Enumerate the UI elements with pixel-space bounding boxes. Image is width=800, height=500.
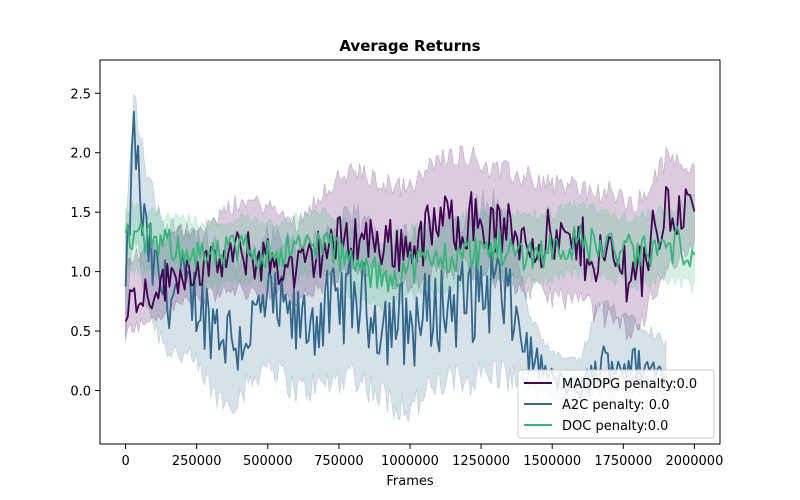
legend-label-1: A2C penalty: 0.0 (562, 398, 669, 413)
y-tick-label-1: 0.5 (70, 325, 91, 340)
x-tick-label-5: 1250000 (452, 454, 510, 469)
y-tick-label-0: 0.0 (70, 385, 91, 400)
legend-label-2: DOC penalty:0.0 (562, 419, 668, 434)
y-tick-label-5: 2.5 (70, 87, 91, 102)
chart-title: Average Returns (339, 37, 480, 55)
x-tick-label-2: 500000 (243, 454, 293, 469)
x-tick-label-1: 250000 (172, 454, 222, 469)
legend-label-0: MADDPG penalty:0.0 (562, 377, 697, 392)
x-tick-label-4: 1000000 (381, 454, 439, 469)
x-tick-label-0: 0 (121, 454, 129, 469)
x-axis-ticks: 0 250000 500000 750000 1000000 1250000 1500000… (121, 444, 723, 469)
legend: MADDPG penalty:0.0 A2C penalty: 0.0 DOC pe… (517, 369, 715, 439)
x-axis-label: Frames (386, 474, 434, 489)
x-tick-label-3: 750000 (314, 454, 364, 469)
legend-box (517, 369, 715, 439)
x-tick-label-6: 1500000 (523, 454, 581, 469)
y-tick-label-3: 1.5 (70, 206, 91, 221)
y-tick-label-2: 1.0 (70, 266, 91, 281)
x-tick-label-7: 1750000 (594, 454, 652, 469)
y-axis-ticks: 0.0 0.5 1.0 1.5 2.0 2.5 (70, 87, 100, 400)
y-tick-label-4: 2.0 (70, 147, 91, 162)
x-tick-label-8: 2000000 (665, 454, 723, 469)
line-series-2 (124, 221, 696, 293)
